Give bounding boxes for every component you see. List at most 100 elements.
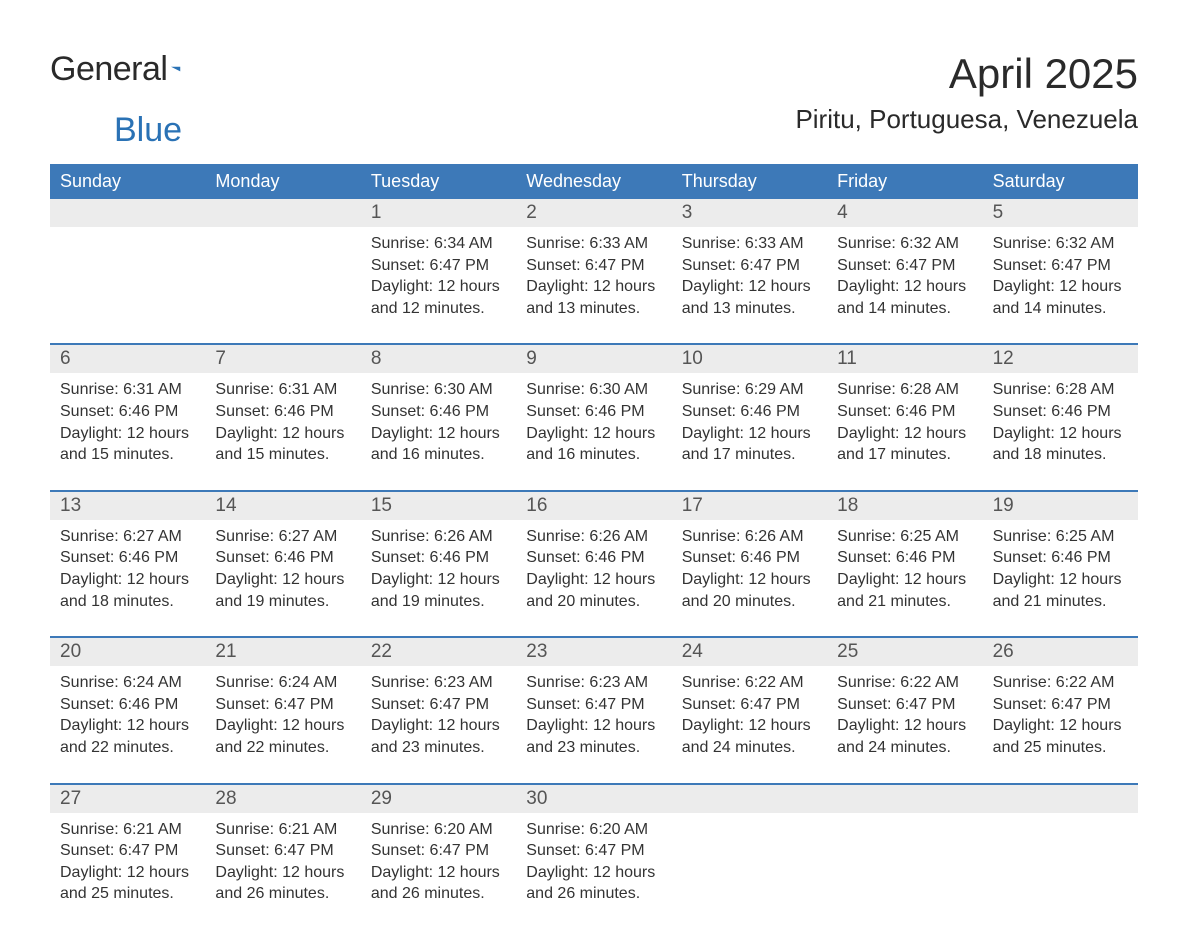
daylight-line: Daylight: 12 hours and 21 minutes. xyxy=(837,569,972,612)
day-cell: Sunrise: 6:22 AMSunset: 6:47 PMDaylight:… xyxy=(672,666,827,782)
sunrise-line: Sunrise: 6:26 AM xyxy=(682,526,817,548)
sunset-line: Sunset: 6:46 PM xyxy=(60,547,195,569)
day-number: 12 xyxy=(983,345,1138,373)
daylight-line: Daylight: 12 hours and 17 minutes. xyxy=(837,423,972,466)
sunset-line: Sunset: 6:46 PM xyxy=(215,547,350,569)
daylight-line: Daylight: 12 hours and 12 minutes. xyxy=(371,276,506,319)
day-header-row: Sunday Monday Tuesday Wednesday Thursday… xyxy=(50,164,1138,199)
day-cell: Sunrise: 6:27 AMSunset: 6:46 PMDaylight:… xyxy=(205,520,360,636)
day-number-band: 13141516171819 xyxy=(50,492,1138,520)
day-number: 26 xyxy=(983,638,1138,666)
title-block: April 2025 Piritu, Portuguesa, Venezuela xyxy=(795,50,1138,135)
daylight-line: Daylight: 12 hours and 24 minutes. xyxy=(837,715,972,758)
day-number: 19 xyxy=(983,492,1138,520)
sunrise-line: Sunrise: 6:21 AM xyxy=(60,819,195,841)
daylight-line: Daylight: 12 hours and 23 minutes. xyxy=(526,715,661,758)
day-cell: Sunrise: 6:23 AMSunset: 6:47 PMDaylight:… xyxy=(361,666,516,782)
sunset-line: Sunset: 6:46 PM xyxy=(837,547,972,569)
day-cell xyxy=(50,227,205,343)
day-number xyxy=(983,785,1138,813)
sunrise-line: Sunrise: 6:34 AM xyxy=(371,233,506,255)
day-cell: Sunrise: 6:29 AMSunset: 6:46 PMDaylight:… xyxy=(672,373,827,489)
day-cell: Sunrise: 6:22 AMSunset: 6:47 PMDaylight:… xyxy=(983,666,1138,782)
sunrise-line: Sunrise: 6:25 AM xyxy=(993,526,1128,548)
day-number: 2 xyxy=(516,199,671,227)
day-number: 20 xyxy=(50,638,205,666)
daylight-line: Daylight: 12 hours and 14 minutes. xyxy=(993,276,1128,319)
day-cell: Sunrise: 6:23 AMSunset: 6:47 PMDaylight:… xyxy=(516,666,671,782)
day-number: 17 xyxy=(672,492,827,520)
day-number: 18 xyxy=(827,492,982,520)
daylight-line: Daylight: 12 hours and 20 minutes. xyxy=(682,569,817,612)
day-cell: Sunrise: 6:20 AMSunset: 6:47 PMDaylight:… xyxy=(516,813,671,929)
sunset-line: Sunset: 6:47 PM xyxy=(993,255,1128,277)
day-cell: Sunrise: 6:20 AMSunset: 6:47 PMDaylight:… xyxy=(361,813,516,929)
sunset-line: Sunset: 6:46 PM xyxy=(371,547,506,569)
sunset-line: Sunset: 6:46 PM xyxy=(371,401,506,423)
sunrise-line: Sunrise: 6:23 AM xyxy=(526,672,661,694)
day-number: 4 xyxy=(827,199,982,227)
daylight-line: Daylight: 12 hours and 14 minutes. xyxy=(837,276,972,319)
sunrise-line: Sunrise: 6:30 AM xyxy=(526,379,661,401)
day-number: 22 xyxy=(361,638,516,666)
sunrise-line: Sunrise: 6:23 AM xyxy=(371,672,506,694)
week-row: 6789101112Sunrise: 6:31 AMSunset: 6:46 P… xyxy=(50,343,1138,489)
day-cell xyxy=(672,813,827,929)
day-number-band: 12345 xyxy=(50,199,1138,227)
daylight-line: Daylight: 12 hours and 26 minutes. xyxy=(371,862,506,905)
day-number xyxy=(827,785,982,813)
month-title: April 2025 xyxy=(795,50,1138,98)
day-cell: Sunrise: 6:25 AMSunset: 6:46 PMDaylight:… xyxy=(827,520,982,636)
sunset-line: Sunset: 6:46 PM xyxy=(60,401,195,423)
sunset-line: Sunset: 6:46 PM xyxy=(682,401,817,423)
logo-word-2: Blue xyxy=(114,111,182,149)
day-number: 25 xyxy=(827,638,982,666)
sunset-line: Sunset: 6:47 PM xyxy=(837,255,972,277)
daylight-line: Daylight: 12 hours and 20 minutes. xyxy=(526,569,661,612)
sunset-line: Sunset: 6:47 PM xyxy=(215,840,350,862)
sunset-line: Sunset: 6:47 PM xyxy=(371,255,506,277)
daylight-line: Daylight: 12 hours and 18 minutes. xyxy=(60,569,195,612)
day-cell: Sunrise: 6:32 AMSunset: 6:47 PMDaylight:… xyxy=(827,227,982,343)
sunrise-line: Sunrise: 6:28 AM xyxy=(993,379,1128,401)
day-number: 11 xyxy=(827,345,982,373)
sunrise-line: Sunrise: 6:31 AM xyxy=(60,379,195,401)
sunset-line: Sunset: 6:47 PM xyxy=(215,694,350,716)
week-row: 12345Sunrise: 6:34 AMSunset: 6:47 PMDayl… xyxy=(50,199,1138,343)
sunrise-line: Sunrise: 6:24 AM xyxy=(60,672,195,694)
day-number: 21 xyxy=(205,638,360,666)
day-cell: Sunrise: 6:25 AMSunset: 6:46 PMDaylight:… xyxy=(983,520,1138,636)
daylight-line: Daylight: 12 hours and 19 minutes. xyxy=(215,569,350,612)
day-cell: Sunrise: 6:24 AMSunset: 6:46 PMDaylight:… xyxy=(50,666,205,782)
daylight-line: Daylight: 12 hours and 15 minutes. xyxy=(60,423,195,466)
weeks-container: 12345Sunrise: 6:34 AMSunset: 6:47 PMDayl… xyxy=(50,199,1138,929)
sunrise-line: Sunrise: 6:26 AM xyxy=(371,526,506,548)
day-number: 14 xyxy=(205,492,360,520)
sunset-line: Sunset: 6:46 PM xyxy=(526,547,661,569)
logo: General xyxy=(50,50,215,89)
daylight-line: Daylight: 12 hours and 26 minutes. xyxy=(215,862,350,905)
day-cell: Sunrise: 6:34 AMSunset: 6:47 PMDaylight:… xyxy=(361,227,516,343)
day-cell: Sunrise: 6:33 AMSunset: 6:47 PMDaylight:… xyxy=(672,227,827,343)
day-cell: Sunrise: 6:21 AMSunset: 6:47 PMDaylight:… xyxy=(205,813,360,929)
day-cell: Sunrise: 6:22 AMSunset: 6:47 PMDaylight:… xyxy=(827,666,982,782)
day-number xyxy=(205,199,360,227)
day-cell: Sunrise: 6:26 AMSunset: 6:46 PMDaylight:… xyxy=(672,520,827,636)
daylight-line: Daylight: 12 hours and 13 minutes. xyxy=(682,276,817,319)
day-header-thursday: Thursday xyxy=(672,164,827,199)
daylight-line: Daylight: 12 hours and 15 minutes. xyxy=(215,423,350,466)
sunset-line: Sunset: 6:47 PM xyxy=(837,694,972,716)
day-header-wednesday: Wednesday xyxy=(516,164,671,199)
daylight-line: Daylight: 12 hours and 25 minutes. xyxy=(60,862,195,905)
day-number: 5 xyxy=(983,199,1138,227)
daylight-line: Daylight: 12 hours and 18 minutes. xyxy=(993,423,1128,466)
day-number: 15 xyxy=(361,492,516,520)
sunrise-line: Sunrise: 6:31 AM xyxy=(215,379,350,401)
sunrise-line: Sunrise: 6:24 AM xyxy=(215,672,350,694)
sunrise-line: Sunrise: 6:33 AM xyxy=(682,233,817,255)
day-cell: Sunrise: 6:32 AMSunset: 6:47 PMDaylight:… xyxy=(983,227,1138,343)
sunrise-line: Sunrise: 6:27 AM xyxy=(215,526,350,548)
daylight-line: Daylight: 12 hours and 17 minutes. xyxy=(682,423,817,466)
day-number: 6 xyxy=(50,345,205,373)
daylight-line: Daylight: 12 hours and 22 minutes. xyxy=(60,715,195,758)
